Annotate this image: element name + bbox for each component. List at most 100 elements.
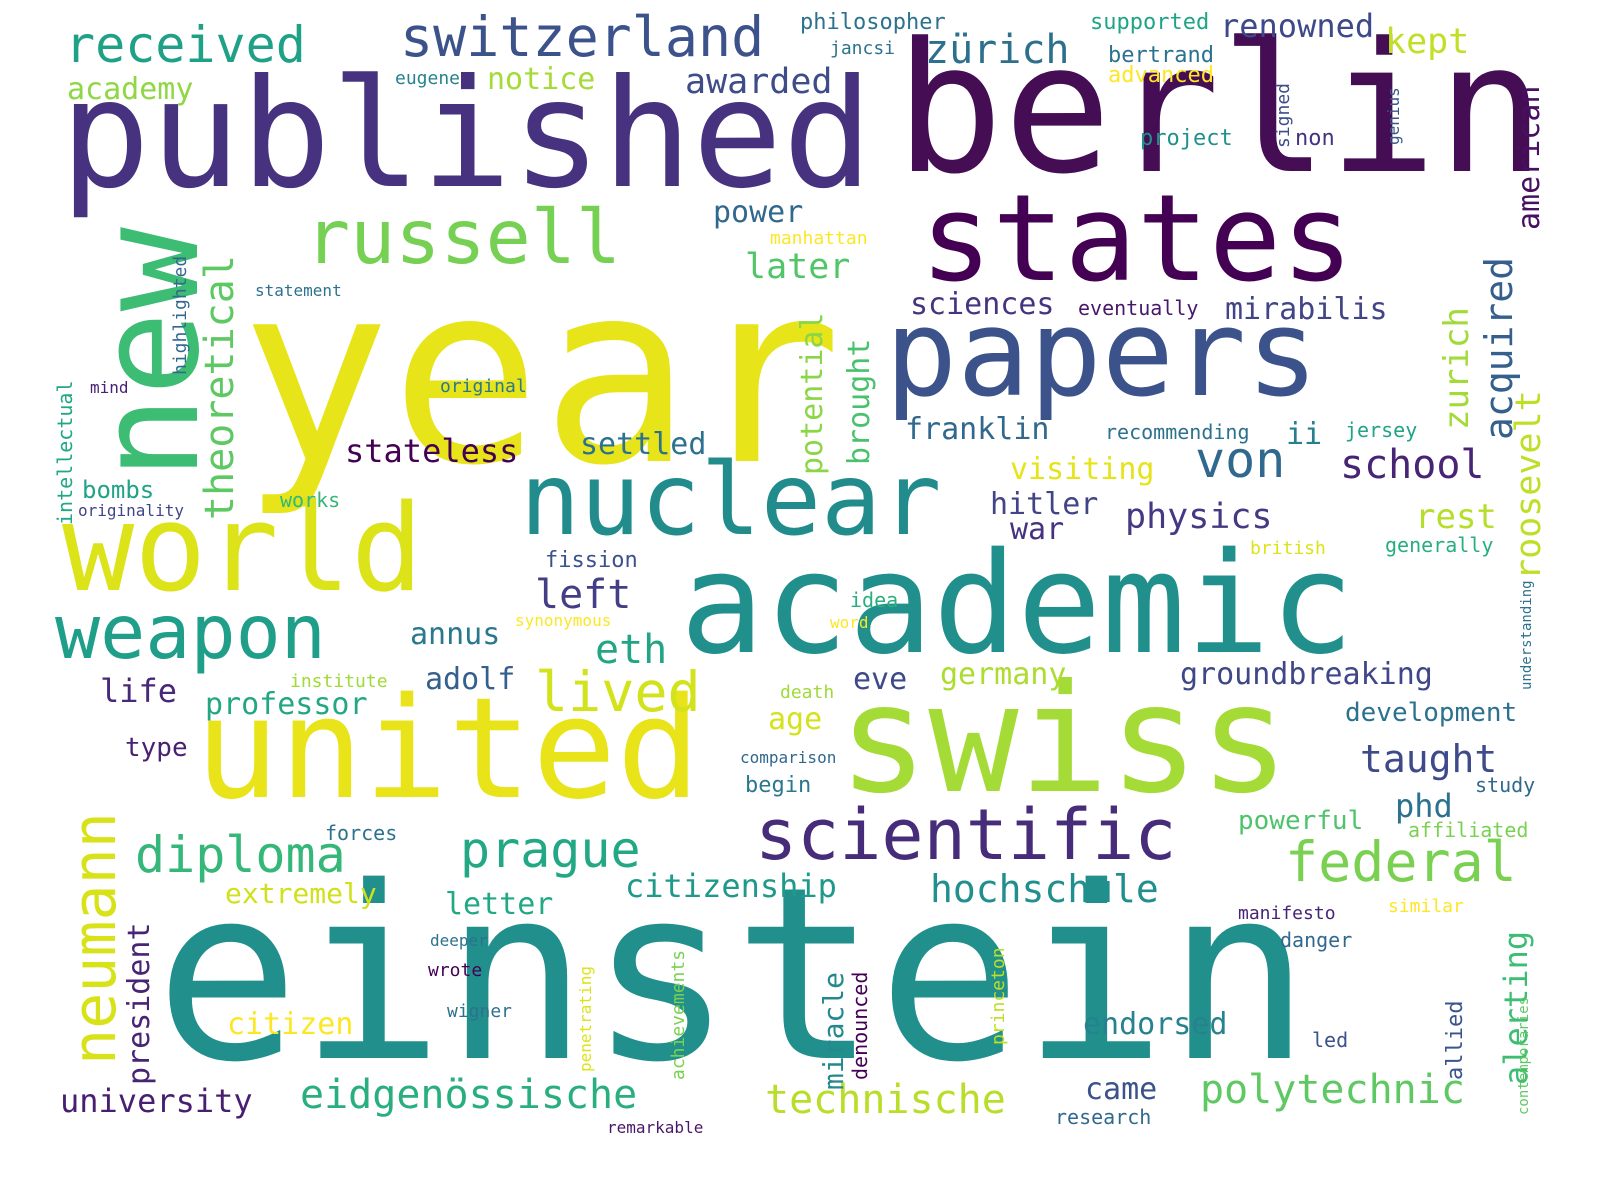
- word-published: published: [60, 48, 873, 222]
- word-idea: idea: [850, 588, 899, 612]
- word-powerful: powerful: [1238, 806, 1364, 836]
- word-comparison: comparison: [740, 748, 837, 767]
- word-originality: originality: [78, 501, 184, 520]
- word-intellectual: intellectual: [53, 380, 77, 526]
- word-germany: germany: [940, 657, 1067, 692]
- word-eidgen-ssische: eidgenössische: [300, 1072, 638, 1118]
- word-eugene: eugene: [395, 68, 461, 89]
- word-eth: eth: [595, 627, 668, 673]
- word-later: later: [745, 247, 851, 287]
- word-kept: kept: [1385, 22, 1470, 62]
- word-polytechnic: polytechnic: [1200, 1067, 1465, 1113]
- word-genius: genius: [1384, 87, 1403, 145]
- word-school: school: [1340, 442, 1485, 488]
- word-rest: rest: [1415, 497, 1497, 537]
- word-miracle: miracle: [817, 971, 850, 1090]
- word-fission: fission: [545, 548, 638, 573]
- word-highlighted: highlighted: [170, 255, 191, 375]
- word-mind: mind: [90, 378, 129, 397]
- word-einstein: einstein: [155, 835, 1311, 1115]
- word-generally: generally: [1385, 533, 1494, 557]
- word-received: received: [65, 16, 306, 74]
- word-states: states: [920, 170, 1354, 309]
- word-president: president: [122, 922, 157, 1085]
- word-bertrand: bertrand: [1108, 43, 1214, 68]
- word-citizen: citizen: [227, 1007, 354, 1042]
- word-denounced: denounced: [848, 971, 872, 1080]
- word-extremely: extremely: [225, 877, 377, 910]
- word-wrote: wrote: [428, 960, 483, 981]
- word-potential: potential: [795, 312, 830, 475]
- word-american: american: [1512, 85, 1547, 231]
- word-prague: prague: [460, 821, 641, 879]
- word-notice: notice: [487, 62, 596, 97]
- word-ii: ii: [1286, 417, 1323, 452]
- word-visiting: visiting: [1010, 452, 1155, 487]
- word-left: left: [535, 572, 632, 618]
- word-philosopher: philosopher: [800, 10, 946, 35]
- word-renowned: renowned: [1220, 7, 1375, 45]
- word-awarded: awarded: [685, 62, 833, 102]
- word-weapon: weapon: [55, 588, 326, 676]
- word-settled: settled: [580, 427, 707, 462]
- word-letter: letter: [445, 887, 554, 922]
- word-study: study: [1475, 773, 1536, 797]
- word-manhattan: manhattan: [770, 228, 868, 249]
- word-signed: signed: [1273, 82, 1294, 148]
- word-type: type: [125, 733, 188, 763]
- word-mirabilis: mirabilis: [1225, 292, 1388, 327]
- word-roosevelt: roosevelt: [1509, 390, 1549, 580]
- word-power: power: [713, 195, 804, 230]
- word-war: war: [1010, 512, 1065, 547]
- word-remarkable: remarkable: [607, 1118, 704, 1137]
- word-university: university: [60, 1082, 253, 1120]
- word-von: von: [1195, 431, 1286, 489]
- word-supported: supported: [1090, 10, 1210, 35]
- word-academic: academic: [680, 523, 1355, 686]
- word-age: age: [768, 702, 823, 737]
- word-lived: lived: [535, 660, 701, 724]
- word-led: led: [1312, 1028, 1349, 1052]
- word-development: development: [1345, 698, 1518, 728]
- word-world: world: [62, 480, 424, 619]
- word-non: non: [1295, 126, 1335, 151]
- word-life: life: [100, 672, 178, 710]
- word-citizenship: citizenship: [625, 867, 837, 905]
- word-came: came: [1085, 1072, 1158, 1107]
- word-danger: danger: [1280, 928, 1353, 952]
- word-works: works: [280, 488, 341, 512]
- word-similar: similar: [1388, 896, 1464, 917]
- word-wigner: wigner: [447, 1001, 513, 1022]
- word-academy: academy: [67, 72, 194, 107]
- word-affiliated: affiliated: [1408, 818, 1529, 842]
- word-theoretical: theoretical: [197, 255, 243, 520]
- word-eve: eve: [853, 662, 908, 697]
- word-hitler: hitler: [990, 487, 1099, 522]
- word-jersey: jersey: [1345, 418, 1418, 442]
- word-neumann: neumann: [60, 812, 130, 1065]
- word-russell: russell: [305, 193, 622, 281]
- word-swiss: swiss: [838, 653, 1290, 827]
- word-princeton: princeton: [988, 947, 1009, 1045]
- word-hochschule: hochschule: [930, 867, 1159, 911]
- word-taught: taught: [1360, 737, 1498, 781]
- word-annus: annus: [410, 617, 501, 652]
- word-death: death: [780, 682, 835, 703]
- word-year: year: [240, 229, 843, 520]
- word-papers: papers: [885, 285, 1319, 424]
- word-understanding: understanding: [1519, 580, 1535, 690]
- word-contemporaries: contemporaries: [1516, 996, 1532, 1115]
- word-zurich: zurich: [1437, 307, 1477, 430]
- word-franklin: franklin: [905, 412, 1050, 447]
- word-advanced: advanced: [1108, 63, 1214, 88]
- word-diploma: diploma: [135, 826, 346, 884]
- word-word: word: [830, 613, 869, 632]
- word-scientific: scientific: [755, 794, 1177, 876]
- word-achievements: achievements: [668, 949, 689, 1080]
- word-allied: allied: [1443, 1000, 1468, 1080]
- word-recommending: recommending: [1105, 420, 1250, 444]
- word-nuclear: nuclear: [520, 441, 942, 558]
- word-sciences: sciences: [910, 287, 1055, 322]
- word-institute: institute: [290, 671, 388, 692]
- word-penetrating: penetrating: [576, 966, 595, 1072]
